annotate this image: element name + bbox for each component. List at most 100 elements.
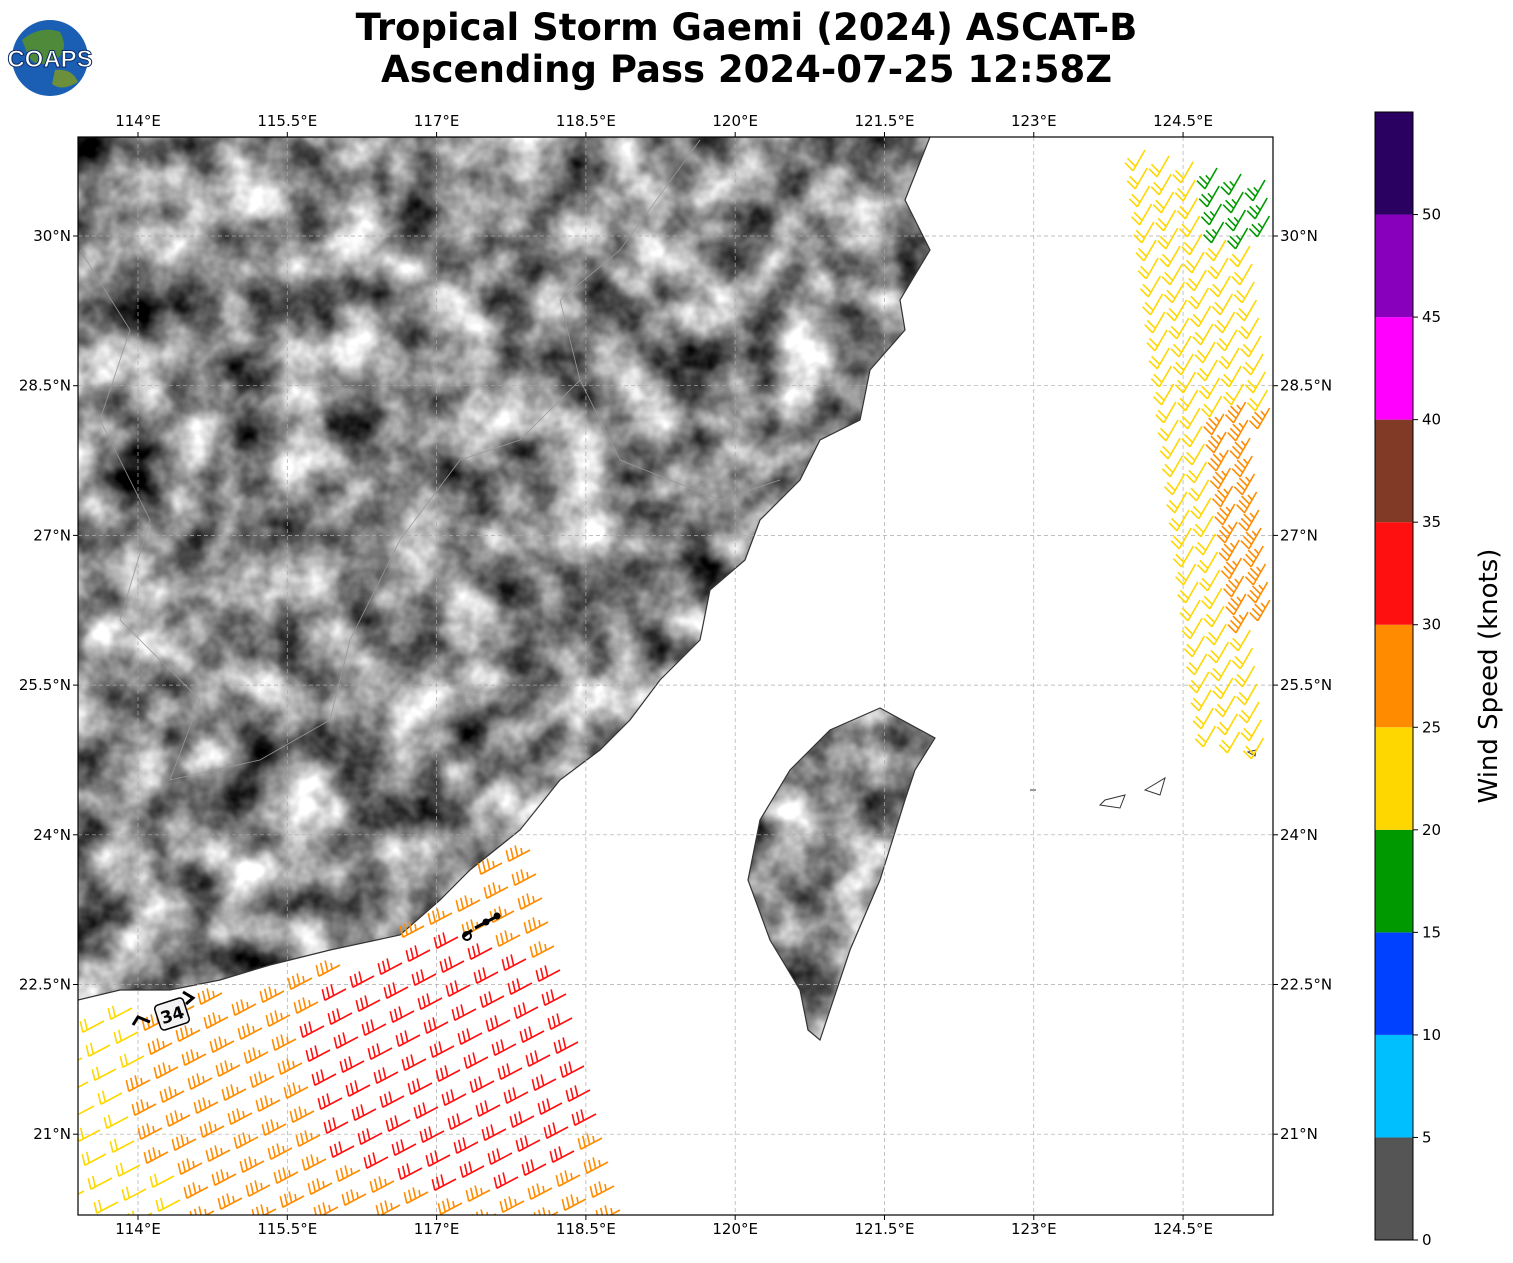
wind-barb [317, 1093, 343, 1110]
wind-barb [403, 1187, 429, 1204]
wind-barb [323, 1117, 349, 1134]
wind-barb [583, 1157, 609, 1174]
wind-barb [301, 1154, 327, 1171]
wind-barb [1234, 665, 1256, 688]
wind-barb [1227, 611, 1249, 634]
wind-barb [375, 1200, 401, 1215]
wind-barb [463, 1052, 489, 1069]
wind-barb [181, 1049, 207, 1066]
wind-barb [1201, 587, 1223, 610]
wind-barb [1174, 371, 1197, 394]
wind-barb [1170, 527, 1192, 550]
wind-barb [1227, 419, 1249, 442]
wind-barb [595, 1205, 621, 1215]
wind-barb [277, 1058, 303, 1075]
lon-tick-label: 121.5°E [855, 1220, 915, 1238]
lon-tick-label: 121.5°E [855, 112, 915, 130]
wind-barb [451, 1004, 477, 1021]
wind-barb [227, 1108, 253, 1125]
wind-barb [1244, 371, 1266, 394]
lat-tick-label: 21°N [1280, 1125, 1318, 1143]
title-line-1: Tropical Storm Gaemi (2024) ASCAT-B [355, 6, 1138, 49]
wind-barb [525, 1050, 551, 1067]
wind-barb [233, 1132, 259, 1149]
wind-barb [1220, 173, 1242, 196]
wind-barb [217, 1193, 243, 1210]
wind-barb [1135, 239, 1157, 262]
colorbar-segment [1375, 419, 1413, 523]
lon-tick-label: 114°E [115, 112, 161, 130]
wind-barb [1177, 389, 1199, 412]
wind-barb [367, 1043, 393, 1060]
lat-tick-label: 24°N [33, 826, 71, 844]
map-area: 34 [78, 137, 1273, 1215]
wind-barb [113, 1029, 139, 1044]
wind-barb [189, 1206, 215, 1215]
wind-barb [333, 1032, 359, 1049]
wind-barb [485, 1015, 511, 1032]
wind-barb [1236, 683, 1258, 706]
wind-barb [115, 1162, 141, 1177]
lon-tick-label: 118.5°E [556, 112, 616, 130]
colorbar-tick-label: 0 [1422, 1231, 1432, 1249]
wind-barb [1196, 167, 1218, 190]
coaps-logo: COAPS [7, 20, 93, 96]
colorbar-segment [1375, 932, 1413, 1035]
wind-barb [78, 1103, 95, 1118]
colorbar-tick-label: 15 [1422, 923, 1441, 941]
colorbar-segment [1375, 317, 1413, 420]
wind-barb [211, 1169, 237, 1186]
wind-barb [417, 993, 443, 1010]
wind-barb [457, 1028, 483, 1045]
colorbar-segment [1375, 727, 1413, 830]
wind-barb [497, 1063, 523, 1080]
wind-barb [1223, 575, 1245, 598]
wind-barb [1207, 449, 1229, 472]
wind-barb [299, 1021, 325, 1038]
wind-barb [78, 1188, 85, 1203]
wind-barb [93, 1199, 119, 1214]
wind-barb [1231, 455, 1253, 478]
lat-tick-label: 25.5°N [19, 676, 71, 694]
wind-barb [1211, 293, 1234, 316]
colorbar-tick-label: 45 [1422, 308, 1441, 326]
wind-barb [1168, 509, 1190, 532]
wind-barbs [78, 149, 1271, 1215]
colorbar-segment [1375, 112, 1413, 215]
wind-barb [1214, 695, 1236, 718]
wind-barb [405, 945, 431, 962]
wind-barb [493, 1172, 519, 1189]
wind-barb [1214, 503, 1236, 526]
wind-barb [401, 1054, 427, 1071]
wind-barb [501, 954, 527, 971]
wind-barb [1161, 455, 1184, 478]
wind-barb [505, 845, 531, 862]
axis-ticks: 114°E 114°E 115.5°E 115.5°E 117°E 117°E 118.5°… [19, 112, 1332, 1238]
colorbar-segment [1375, 214, 1413, 318]
lat-tick-label: 30°N [1280, 227, 1318, 245]
wind-barb [1244, 179, 1266, 202]
lon-tick-label: 123°E [1011, 112, 1057, 130]
wind-barb [459, 1161, 485, 1178]
wind-barb [397, 1163, 423, 1180]
wind-barb [1168, 317, 1190, 340]
wind-barb [1216, 713, 1238, 736]
wind-barb [379, 1091, 405, 1108]
wind-barb [175, 1025, 201, 1042]
wind-barb [87, 1175, 113, 1190]
wind-barb [499, 1196, 525, 1213]
wind-barb [243, 1047, 269, 1064]
wind-barb [1231, 263, 1253, 286]
wind-barb [1229, 245, 1251, 268]
wind-barb [1124, 149, 1146, 172]
wind-barb [261, 1119, 287, 1136]
colorbar-tick-label: 50 [1422, 206, 1441, 224]
wind-barb [1190, 305, 1212, 328]
wind-barb [453, 1137, 479, 1154]
wind-barb [355, 995, 381, 1012]
wind-barb [399, 921, 425, 938]
wind-barb [1235, 299, 1258, 322]
wind-barb [427, 908, 453, 925]
lon-tick-label: 117°E [414, 112, 460, 130]
wind-barb [1170, 335, 1192, 358]
